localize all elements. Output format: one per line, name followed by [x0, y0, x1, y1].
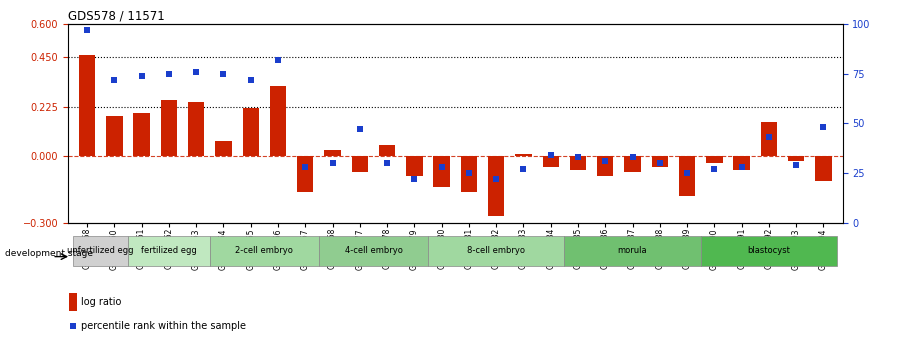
Text: percentile rank within the sample: percentile rank within the sample	[81, 321, 246, 331]
Bar	[761, 122, 777, 156]
Bar	[106, 116, 122, 156]
Bar	[597, 156, 613, 176]
Text: development stage: development stage	[5, 249, 92, 258]
Text: blastocyst: blastocyst	[747, 246, 790, 256]
Text: morula: morula	[618, 246, 648, 256]
Bar	[516, 154, 532, 156]
Bar	[706, 156, 723, 163]
Bar	[570, 156, 586, 170]
Text: fertilized egg: fertilized egg	[141, 246, 197, 256]
Bar	[324, 150, 341, 156]
Bar	[624, 156, 641, 172]
Bar	[543, 156, 559, 167]
Bar	[379, 145, 395, 156]
FancyBboxPatch shape	[73, 236, 128, 266]
FancyBboxPatch shape	[700, 236, 837, 266]
Bar	[188, 102, 205, 156]
Bar	[352, 156, 368, 172]
Bar	[488, 156, 505, 216]
Text: 4-cell embryo: 4-cell embryo	[344, 246, 402, 256]
Bar	[679, 156, 695, 196]
Bar	[270, 86, 286, 156]
FancyBboxPatch shape	[319, 236, 428, 266]
Bar	[79, 55, 95, 156]
Bar	[461, 156, 477, 192]
Bar	[216, 141, 232, 156]
Bar	[788, 156, 805, 161]
Text: 8-cell embryo: 8-cell embryo	[467, 246, 525, 256]
Bar	[734, 156, 750, 170]
Bar	[406, 156, 422, 176]
FancyBboxPatch shape	[128, 236, 210, 266]
Bar	[433, 156, 449, 187]
FancyBboxPatch shape	[210, 236, 319, 266]
Text: GDS578 / 11571: GDS578 / 11571	[68, 10, 165, 23]
Bar	[160, 100, 177, 156]
Bar	[133, 114, 149, 156]
Bar	[815, 156, 832, 181]
Text: log ratio: log ratio	[81, 297, 121, 307]
FancyBboxPatch shape	[564, 236, 700, 266]
Bar	[651, 156, 668, 167]
Bar	[69, 293, 77, 310]
Text: unfertilized egg: unfertilized egg	[67, 246, 134, 256]
FancyBboxPatch shape	[428, 236, 564, 266]
Text: 2-cell embryo: 2-cell embryo	[236, 246, 294, 256]
Bar	[297, 156, 313, 192]
Bar	[243, 108, 259, 156]
